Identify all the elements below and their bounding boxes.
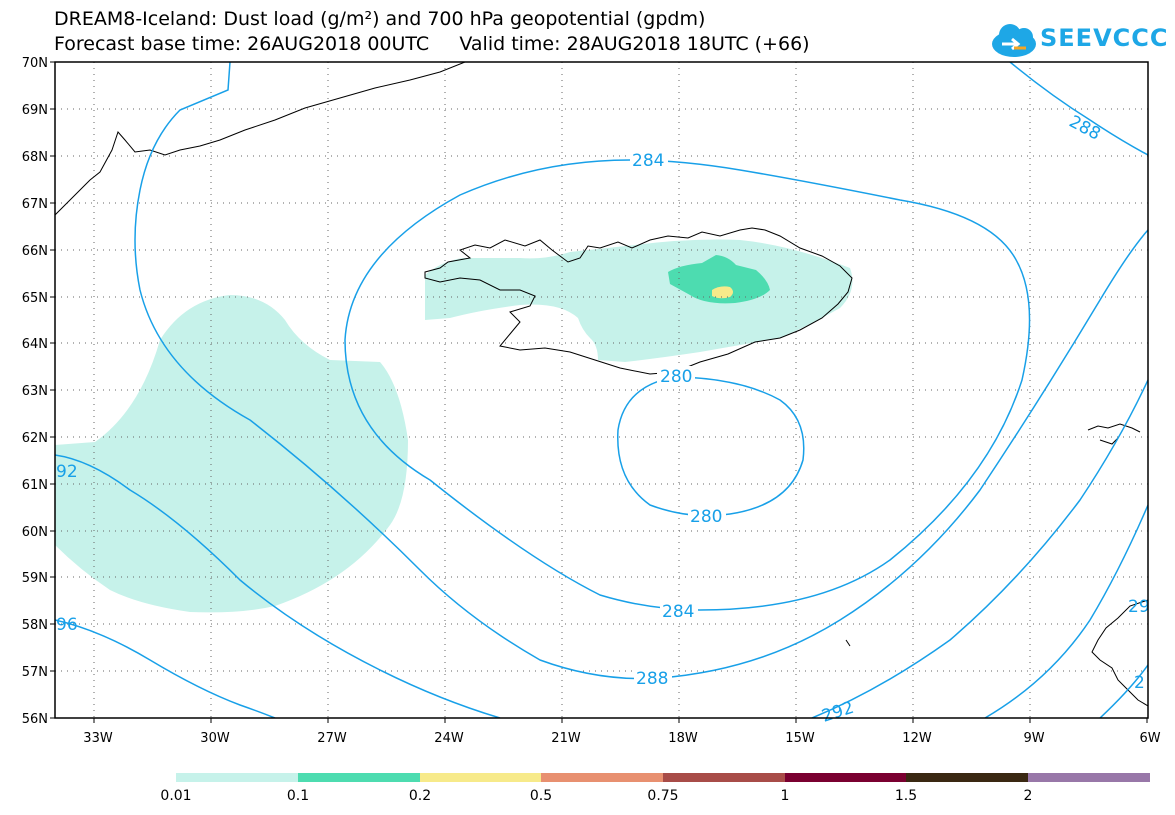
lat-label: 64N [22, 337, 48, 352]
colorbar-label: 0.75 [647, 788, 678, 804]
colorbar-label: 0.1 [287, 788, 309, 804]
colorbar-segment [785, 773, 906, 782]
colorbar-segment [176, 773, 298, 782]
lon-label: 33W [83, 731, 113, 746]
contour-label-292-left: 92 [56, 462, 78, 482]
contour-288-top [1009, 62, 1148, 156]
dust-area-west [55, 295, 408, 613]
contour-296-right [984, 504, 1148, 718]
lat-axis: 70N 69N 68N 67N 66N 65N 64N 63N 62N 61N … [22, 56, 48, 727]
lat-label: 59N [22, 571, 48, 586]
colorbar-segment [1028, 773, 1150, 782]
colorbar [176, 773, 1150, 782]
lat-label: 58N [22, 618, 48, 633]
lon-label: 15W [785, 731, 815, 746]
lat-label: 56N [22, 712, 48, 727]
contour-label-288-bottom: 288 [636, 669, 668, 689]
lat-label: 66N [22, 244, 48, 259]
contour-300-right [1099, 664, 1148, 718]
colorbar-label: 2 [1024, 788, 1033, 804]
cloud-icon [992, 24, 1036, 57]
lat-label: 67N [22, 197, 48, 212]
contour-280 [617, 376, 805, 517]
lat-label: 65N [22, 291, 48, 306]
contour-label-280-bottom: 280 [690, 507, 722, 527]
lon-label: 6W [1139, 731, 1160, 746]
coast-greenland [55, 62, 466, 216]
contour-label-284-top: 284 [632, 151, 664, 171]
colorbar-segment [663, 773, 785, 782]
contours [55, 62, 1148, 718]
colorbar-labels: 0.01 0.1 0.2 0.5 0.75 1 1.5 2 [160, 788, 1032, 804]
map-title-line2: Forecast base time: 26AUG2018 00UTC Vali… [54, 33, 810, 55]
coast-small-island [845, 639, 851, 647]
contour-288 [134, 62, 1148, 680]
lon-label: 30W [200, 731, 230, 746]
contour-label-29-right: 29 [1128, 597, 1150, 617]
lon-label: 21W [551, 731, 581, 746]
colorbar-segment [420, 773, 541, 782]
lat-ticks [50, 61, 55, 719]
colorbar-segment [906, 773, 1028, 782]
colorbar-label: 0.2 [409, 788, 431, 804]
colorbar-segment [541, 773, 663, 782]
colorbar-segment [298, 773, 420, 782]
contour-292-right [811, 379, 1148, 718]
lat-label: 70N [22, 56, 48, 71]
colorbar-label: 0.5 [530, 788, 552, 804]
lon-label: 24W [434, 731, 464, 746]
contour-label-284-bottom: 284 [662, 602, 694, 622]
lon-label: 12W [902, 731, 932, 746]
lon-ticks [93, 718, 1148, 723]
colorbar-label: 1 [781, 788, 790, 804]
lon-label: 27W [317, 731, 347, 746]
lat-label: 62N [22, 431, 48, 446]
coast-iceland [424, 227, 853, 375]
lat-label: 57N [22, 665, 48, 680]
contour-284 [344, 159, 1031, 611]
contour-296 [55, 619, 276, 718]
coastlines [55, 62, 1148, 707]
lon-axis: 33W 30W 27W 24W 21W 18W 15W 12W 9W 6W [83, 731, 1160, 746]
colorbar-label: 1.5 [895, 788, 917, 804]
coast-faroe [1087, 423, 1141, 445]
contour-label-2-right: 2 [1134, 673, 1145, 693]
grid-lines [55, 62, 1148, 718]
lat-label: 63N [22, 384, 48, 399]
contour-label-296-left: 96 [56, 615, 78, 635]
logo-text: SEEVCCC [1040, 24, 1169, 52]
lat-label: 60N [22, 525, 48, 540]
lon-label: 9W [1023, 731, 1044, 746]
dust-area-mid [668, 255, 770, 304]
lat-label: 61N [22, 478, 48, 493]
lat-label: 68N [22, 150, 48, 165]
lat-label: 69N [22, 103, 48, 118]
coast-scotland [1091, 599, 1148, 707]
contour-292 [55, 454, 501, 718]
map-title-line1: DREAM8-Iceland: Dust load (g/m²) and 700… [54, 8, 706, 30]
contour-label-280-top: 280 [660, 367, 692, 387]
lon-label: 18W [668, 731, 698, 746]
seevccc-logo [992, 24, 1036, 57]
colorbar-label: 0.01 [160, 788, 191, 804]
map-plot [55, 62, 1148, 718]
dust-area-high [712, 286, 733, 299]
